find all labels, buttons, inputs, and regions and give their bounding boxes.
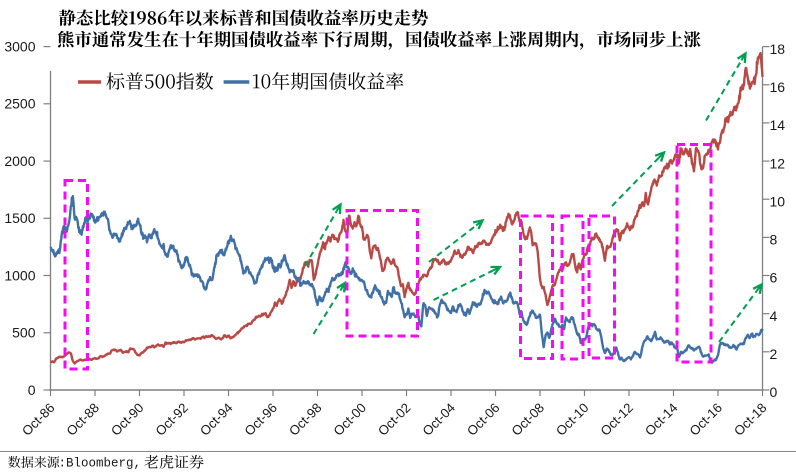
svg-text:14: 14 [770,117,786,133]
svg-text:12: 12 [770,155,786,171]
svg-text:18: 18 [770,41,786,57]
svg-text:6: 6 [770,270,778,286]
svg-text::Bloomberg,: :Bloomberg, [59,457,142,471]
svg-text:2: 2 [770,346,778,362]
svg-text:3000: 3000 [4,39,35,55]
svg-text:8: 8 [770,232,778,248]
svg-text:4: 4 [770,308,778,324]
svg-text:10: 10 [770,193,786,209]
svg-text:2500: 2500 [4,96,35,112]
svg-text:500: 500 [12,325,36,341]
svg-text:16: 16 [770,79,786,95]
svg-text:0: 0 [28,382,36,398]
svg-text:1500: 1500 [4,210,35,226]
svg-text:0: 0 [770,384,778,400]
svg-text:2000: 2000 [4,153,35,169]
svg-text:1000: 1000 [4,267,35,283]
